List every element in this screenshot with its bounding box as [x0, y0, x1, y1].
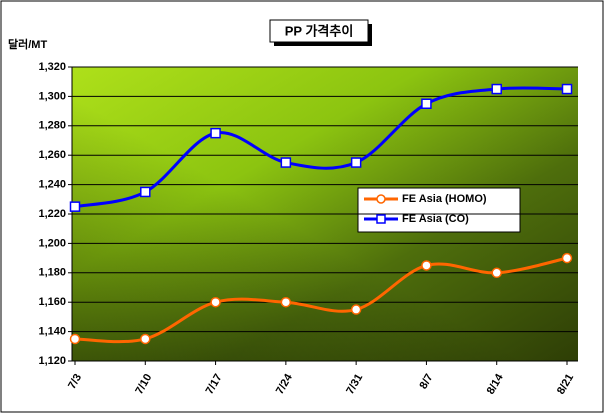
point — [421, 98, 432, 109]
point — [491, 83, 502, 95]
point — [210, 127, 221, 139]
point — [561, 83, 573, 95]
legend-label: FE Asia (HOMO) — [402, 193, 487, 205]
chart-title: PP 가격추이 — [285, 23, 354, 38]
point — [280, 296, 292, 308]
y-tick-label: 1,160 — [38, 296, 66, 308]
legend — [357, 187, 521, 233]
point — [350, 157, 362, 168]
y-tick-label: 1,300 — [38, 90, 66, 102]
y-tick-label: 1,260 — [38, 149, 66, 161]
y-tick-label: 1,240 — [38, 179, 66, 191]
point — [69, 201, 81, 212]
point — [350, 304, 362, 315]
legend-label: FE Asia (CO) — [402, 213, 469, 225]
point — [140, 186, 151, 198]
point — [140, 333, 151, 345]
point — [69, 333, 81, 345]
point — [280, 157, 292, 168]
point — [491, 267, 502, 279]
point — [561, 252, 573, 264]
y-tick-label: 1,200 — [38, 237, 66, 249]
title-box — [269, 19, 369, 43]
y-axis-label: 달러/MT — [8, 37, 47, 51]
y-tick-label: 1,320 — [38, 61, 66, 73]
legend-marker — [376, 194, 386, 204]
point — [421, 260, 432, 271]
series-line — [74, 86, 568, 209]
y-tick-label: 1,280 — [38, 120, 66, 132]
series-line — [74, 256, 568, 344]
legend-marker — [376, 214, 386, 224]
point — [210, 296, 221, 308]
y-tick-label: 1,140 — [38, 326, 66, 338]
y-tick-label: 1,180 — [38, 267, 66, 279]
y-tick-label: 1,120 — [38, 355, 66, 367]
y-tick-label: 1,220 — [38, 208, 66, 220]
